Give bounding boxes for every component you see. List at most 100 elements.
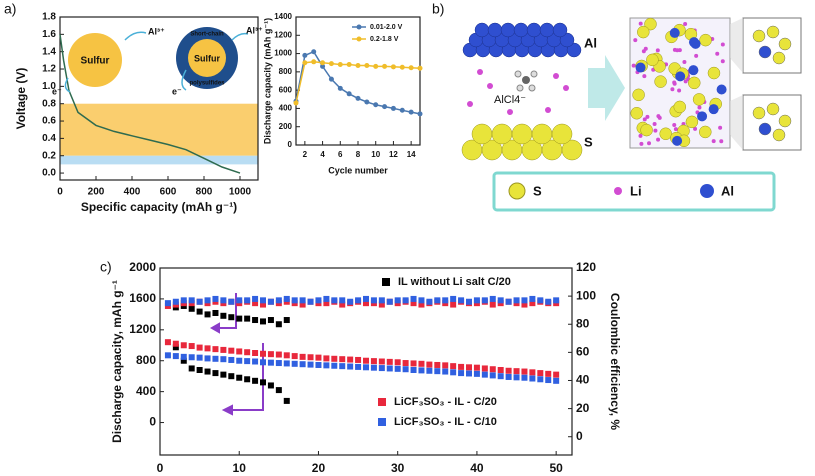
marker (315, 297, 322, 304)
y-tick-label: 1400 (274, 12, 292, 21)
marker (458, 363, 465, 370)
li-ion (643, 46, 648, 51)
band (60, 155, 258, 165)
y-tick-label: 800 (279, 67, 293, 76)
label: AlCl4⁻ (494, 94, 526, 106)
s-atom (772, 51, 786, 65)
x-tick-label: 6 (338, 150, 343, 159)
marker (339, 356, 346, 363)
marker (382, 104, 388, 110)
marker (252, 377, 259, 384)
marker (293, 100, 299, 106)
li-ion (670, 87, 675, 92)
marker (529, 295, 536, 302)
marker (315, 361, 322, 368)
marker (497, 367, 504, 373)
y-tick-label: 0.2 (42, 150, 56, 161)
x-tick-label: 14 (407, 150, 416, 159)
x-tick-label: 0 (157, 461, 164, 475)
marker (302, 52, 308, 58)
marker (302, 60, 308, 66)
marker (537, 370, 544, 377)
marker (323, 295, 330, 302)
marker (172, 340, 179, 347)
marker (337, 85, 343, 91)
li-ion (683, 21, 688, 26)
x-tick-label: 20 (312, 461, 326, 475)
al-atom (690, 38, 701, 49)
y2-axis-label: Coulombic efficiency, % (608, 293, 622, 430)
x-tick-label: 30 (391, 461, 405, 475)
s-atom (659, 127, 672, 141)
arrow (231, 32, 249, 41)
marker (164, 300, 171, 307)
s-atom (685, 115, 699, 129)
marker (180, 357, 187, 364)
legend-swatch (382, 278, 390, 286)
marker (442, 297, 449, 304)
marker (417, 65, 423, 71)
s-atom (692, 93, 706, 106)
li-ion (718, 125, 723, 130)
marker (402, 366, 409, 373)
marker (337, 62, 343, 68)
marker (394, 359, 401, 366)
li-ion (563, 85, 569, 91)
marker (260, 359, 266, 366)
li-ion (675, 48, 680, 53)
marker (346, 91, 352, 97)
y-axis-label: Discharge capacity (mAh g⁻¹) (262, 18, 272, 144)
legend-label: Li (630, 183, 642, 198)
al-atom (566, 42, 582, 58)
marker (204, 311, 211, 318)
marker (355, 95, 361, 101)
cl-atom (516, 84, 524, 92)
legend-label: LiCF₃SO₃ - IL - C/10 (394, 416, 497, 428)
x-tick-label: 1000 (229, 187, 252, 198)
li-ion (477, 69, 483, 75)
marker (328, 61, 334, 67)
x-tick-label: 12 (389, 150, 398, 159)
marker (434, 297, 441, 304)
marker (244, 358, 251, 365)
marker (363, 364, 369, 371)
legend-swatch (356, 36, 362, 42)
marker (386, 298, 393, 305)
marker (212, 370, 219, 377)
band (60, 103, 258, 156)
marker (339, 301, 346, 308)
li-ion (693, 126, 698, 131)
marker (450, 295, 457, 302)
arrow (124, 31, 147, 41)
marker (307, 354, 314, 361)
marker (390, 105, 396, 111)
li-ion (677, 88, 682, 93)
marker (311, 49, 317, 55)
annotation: e⁻ (52, 86, 62, 96)
marker (204, 355, 211, 362)
x-tick-label: 600 (160, 187, 177, 198)
marker (442, 368, 449, 375)
marker (212, 309, 219, 316)
y-tick-label: 1600 (129, 291, 156, 305)
marker (418, 301, 425, 308)
s-atom (471, 123, 493, 145)
marker (473, 370, 480, 377)
marker (529, 375, 536, 382)
marker (529, 369, 536, 376)
li-ion (720, 42, 725, 47)
s-atom (491, 123, 513, 145)
marker (370, 364, 377, 371)
marker (399, 107, 405, 113)
arrow (64, 77, 71, 93)
marker (489, 295, 496, 302)
marker (450, 363, 457, 370)
marker (410, 300, 417, 307)
legend-swatch (378, 418, 386, 426)
marker (346, 62, 352, 68)
marker (299, 353, 306, 360)
marker (545, 377, 552, 384)
s-atom (766, 102, 780, 116)
x-tick-label: 50 (549, 461, 563, 475)
marker (363, 295, 369, 302)
